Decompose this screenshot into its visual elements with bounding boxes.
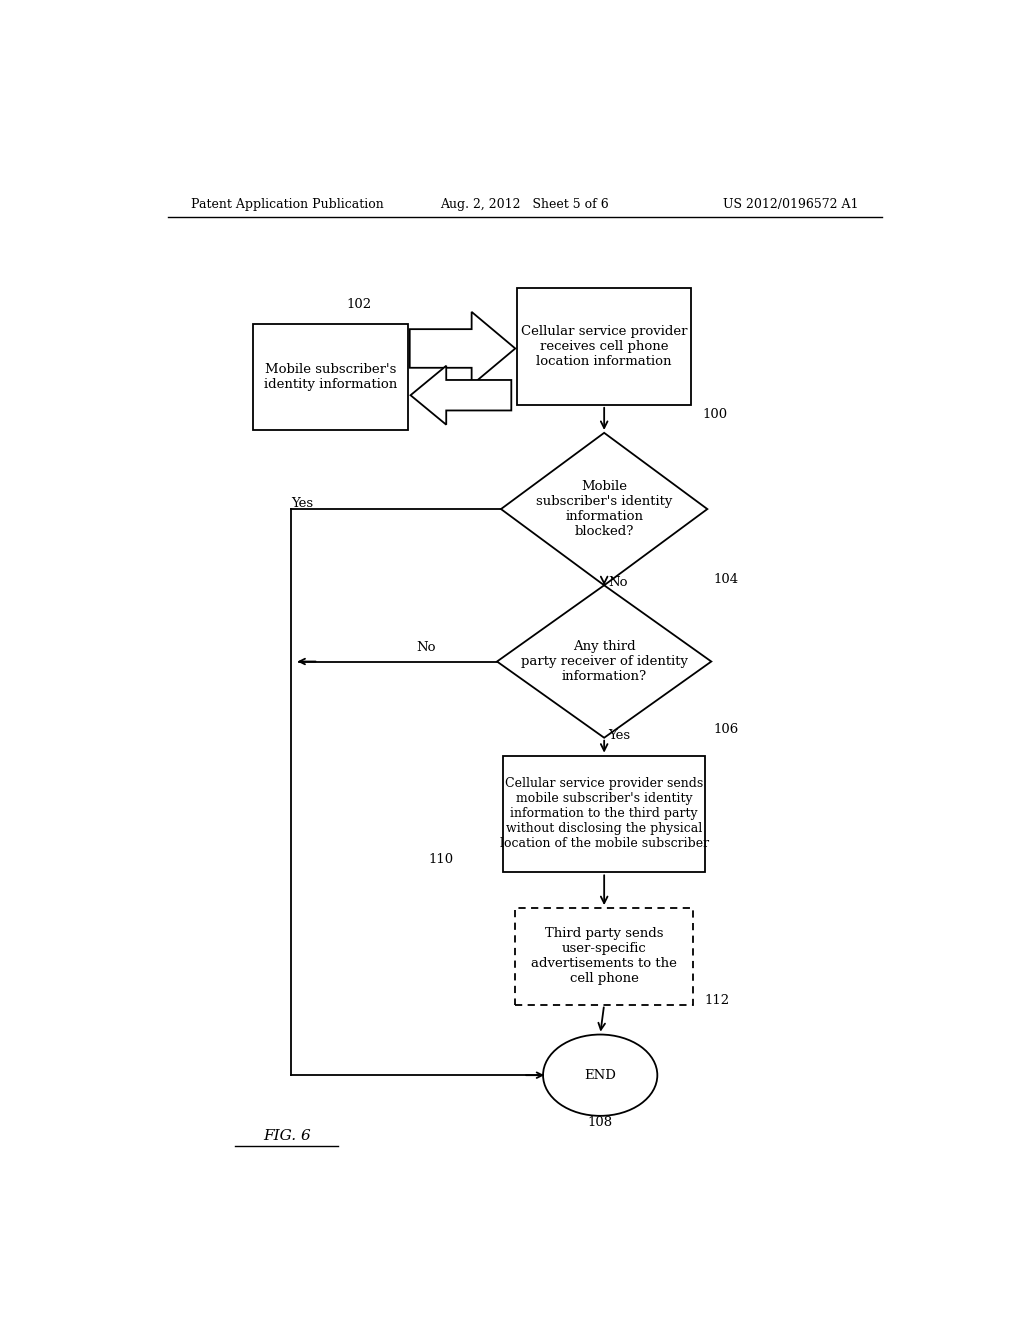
Text: No: No — [608, 576, 628, 589]
Polygon shape — [497, 585, 712, 738]
Text: 102: 102 — [346, 298, 372, 312]
Text: Mobile subscriber's
identity information: Mobile subscriber's identity information — [264, 363, 397, 391]
Bar — [253, 323, 408, 430]
Text: Mobile
subscriber's identity
information
blocked?: Mobile subscriber's identity information… — [536, 480, 673, 539]
Text: 100: 100 — [702, 408, 728, 421]
Text: 112: 112 — [705, 994, 729, 1007]
Text: Cellular service provider sends
mobile subscriber's identity
information to the : Cellular service provider sends mobile s… — [500, 777, 709, 850]
Text: Yes: Yes — [291, 498, 313, 511]
Text: 106: 106 — [714, 723, 739, 737]
Polygon shape — [501, 433, 708, 585]
Text: Yes: Yes — [608, 729, 630, 742]
Bar — [503, 755, 706, 873]
Bar — [515, 908, 693, 1005]
Text: Cellular service provider
receives cell phone
location information: Cellular service provider receives cell … — [521, 325, 687, 368]
Text: 108: 108 — [588, 1115, 612, 1129]
Ellipse shape — [543, 1035, 657, 1115]
Text: END: END — [585, 1069, 616, 1081]
Polygon shape — [410, 312, 515, 385]
Text: Third party sends
user-specific
advertisements to the
cell phone: Third party sends user-specific advertis… — [531, 927, 677, 985]
Text: Patent Application Publication: Patent Application Publication — [191, 198, 384, 211]
Text: US 2012/0196572 A1: US 2012/0196572 A1 — [723, 198, 858, 211]
Text: No: No — [416, 642, 435, 655]
Text: FIG. 6: FIG. 6 — [263, 1129, 310, 1143]
Text: 110: 110 — [428, 853, 453, 866]
Text: 104: 104 — [714, 573, 738, 586]
Bar — [517, 288, 691, 405]
Text: Any third
party receiver of identity
information?: Any third party receiver of identity inf… — [520, 640, 688, 682]
Text: Aug. 2, 2012   Sheet 5 of 6: Aug. 2, 2012 Sheet 5 of 6 — [440, 198, 609, 211]
Polygon shape — [411, 366, 511, 425]
